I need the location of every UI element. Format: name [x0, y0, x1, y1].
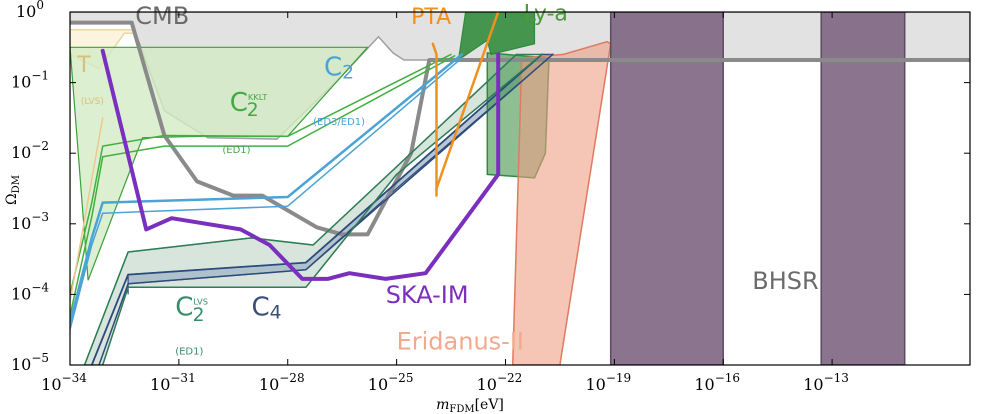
annotation-eridanus-ii-13: Eridanus-II: [397, 328, 524, 356]
line-c4-line-lower: [98, 53, 554, 365]
annotation-lvs-4: (LVS): [81, 97, 104, 107]
line-c2-kklt-lower: [70, 55, 456, 317]
x-tick-label: 10−16: [694, 371, 740, 394]
x-tick-label: 10−19: [586, 371, 632, 394]
line-pta-diag: [435, 12, 500, 190]
annotation-cmb-0: CMB: [135, 2, 189, 30]
line-c4-line: [90, 53, 543, 365]
annotation-ed1-6: (ED1): [222, 145, 250, 156]
annotation-ed1-10: (ED1): [175, 346, 203, 357]
region-ly-a: [457, 12, 536, 62]
line-c2-ed3: [70, 53, 464, 324]
annotation-ed3-ed1-8: (ED3/ED1): [313, 117, 365, 128]
x-tick-label: 10−31: [150, 371, 196, 394]
y-tick-label: 10−3: [11, 210, 49, 233]
line-lvs-line-lower: [101, 53, 543, 365]
plot-frame: [69, 11, 971, 366]
x-tick-label: 10−34: [41, 371, 87, 394]
line-lvs-line: [83, 53, 518, 365]
y-tick-label: 10−2: [11, 139, 49, 162]
regions-layer: [70, 12, 970, 365]
y-axis-label: ΩDM: [4, 175, 22, 205]
lines-layer: [70, 12, 970, 365]
annotation-ly-a-2: Ly-a: [524, 2, 568, 27]
region-bhsr-1: [609, 12, 724, 365]
x-tick-label: 10−22: [477, 371, 523, 394]
x-axis-label: mFDM[eV]: [436, 397, 504, 414]
region-bhsr-2: [820, 12, 906, 365]
y-tick-label: 10−4: [11, 280, 49, 303]
line-c2-kklt-upper: [70, 53, 452, 296]
line-t-lvs-line: [70, 117, 104, 303]
annotation-c-9: CLVS 2: [175, 293, 208, 326]
region-eridanus-ii: [511, 40, 612, 365]
annotation-ska-im-12: SKA-IM: [386, 281, 469, 309]
x-tick-label: 10−13: [803, 371, 849, 394]
line-pta-line: [431, 42, 438, 197]
y-tick-label: 10−5: [11, 351, 49, 374]
y-tick-label: 100: [16, 0, 44, 21]
annotation-bhsr-14: BHSR: [752, 267, 818, 295]
x-tick-label: 10−28: [259, 371, 305, 394]
y-tick-label: 10−1: [11, 69, 49, 92]
annotation-pta-1: PTA: [411, 5, 451, 30]
x-tick-label: 10−25: [368, 371, 414, 394]
line-ska-im: [100, 48, 501, 281]
annotation-t-3: T: [76, 53, 91, 78]
line-c2-ed3-lower: [70, 57, 463, 331]
